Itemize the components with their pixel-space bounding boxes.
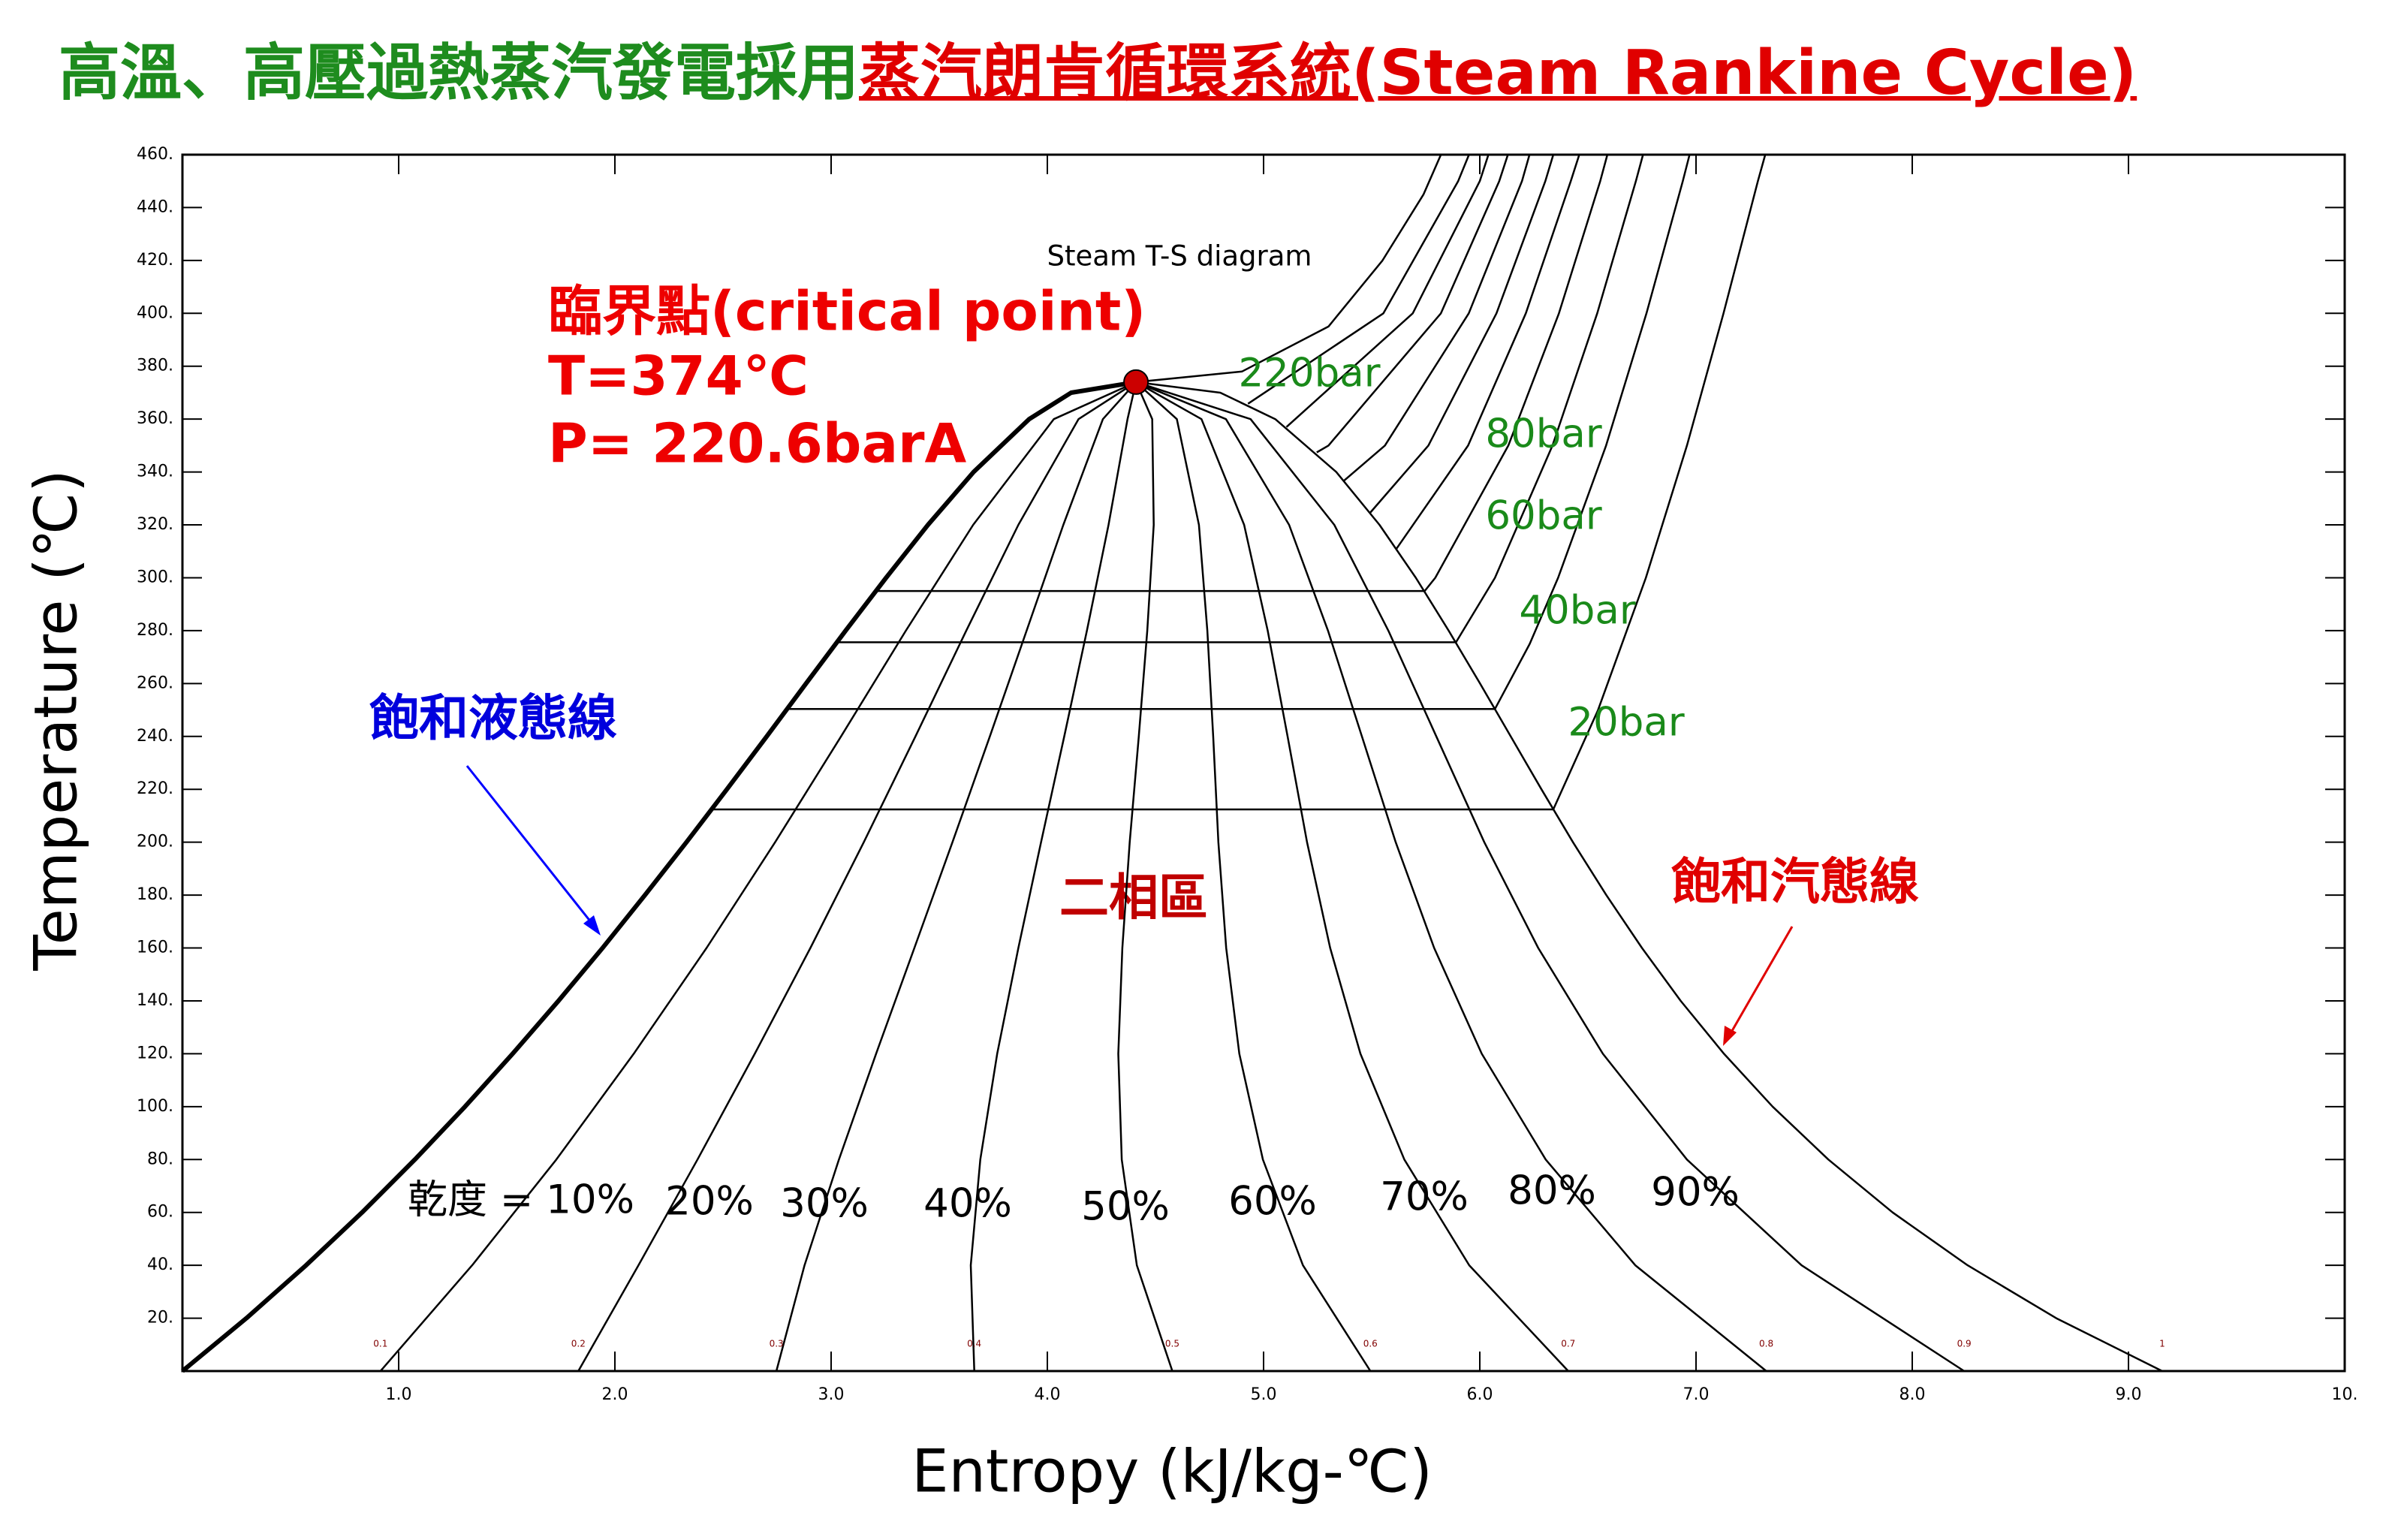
curve — [1135, 154, 1442, 384]
arrow-head — [1723, 1026, 1737, 1046]
curve — [836, 154, 1644, 643]
y-tick-label: 180. — [137, 885, 173, 904]
quality-scale-label: 0.2 — [571, 1339, 586, 1349]
quality-scale-label: 0.4 — [967, 1339, 981, 1349]
x-tick-label: 1.0 — [386, 1385, 412, 1404]
quality-label: 70% — [1380, 1174, 1469, 1220]
curve — [181, 379, 1137, 1373]
annotation: 飽和液態線 — [369, 689, 617, 747]
curve — [1135, 381, 1767, 1372]
curve — [1135, 381, 1569, 1372]
y-tick-label: 140. — [137, 991, 173, 1010]
quality-scale-label: 0.7 — [1561, 1339, 1575, 1349]
x-tick-label: 5.0 — [1251, 1385, 1277, 1404]
quality-scale-label: 0.3 — [770, 1339, 784, 1349]
y-tick-label: 360. — [137, 409, 173, 428]
y-tick-label: 20. — [147, 1309, 173, 1328]
y-tick-label: 380. — [137, 357, 173, 375]
x-tick-label: 8.0 — [1899, 1385, 1926, 1404]
y-tick-label: 280. — [137, 621, 173, 640]
y-tick-label: 420. — [137, 251, 173, 270]
critical-point-label: 臨界點(critical point) T=374℃ P= 220.6barA — [548, 280, 1146, 475]
quality-scale-label: 0.6 — [1363, 1339, 1378, 1349]
curve — [379, 381, 1137, 1372]
isobar-label: 40bar — [1519, 588, 1636, 634]
y-tick-label: 160. — [137, 939, 173, 957]
y-tick-label: 80. — [147, 1150, 173, 1168]
y-axis-label: Temperature (℃) — [23, 469, 90, 971]
quality-label: 80% — [1508, 1168, 1596, 1214]
annotation: T=374℃ — [548, 345, 809, 408]
x-tick-label: 2.0 — [602, 1385, 628, 1404]
curve — [1316, 154, 1509, 454]
y-tick-label: 400. — [137, 303, 173, 322]
curve — [787, 154, 1691, 710]
isobar-label: 220bar — [1238, 351, 1380, 396]
y-tick-label: 260. — [137, 674, 173, 692]
quality-scale-label: 0.1 — [373, 1339, 387, 1349]
y-tick-label: 120. — [137, 1044, 173, 1062]
quality-label: 30% — [780, 1181, 869, 1227]
annotation: P= 220.6barA — [548, 412, 967, 475]
isobar-label: 60bar — [1485, 493, 1602, 539]
x-tick-label: 3.0 — [818, 1385, 845, 1404]
annotation: 飽和汽態線 — [1671, 853, 1919, 911]
curve — [1247, 154, 1470, 405]
curve — [969, 381, 1137, 1372]
x-tick-label: 4.0 — [1035, 1385, 1061, 1404]
annotation: 二相區 — [1059, 869, 1208, 927]
quality-label: 40% — [923, 1181, 1012, 1227]
annotation: 臨界點(critical point) — [548, 280, 1146, 343]
curve — [1369, 154, 1555, 514]
quality-scale-label: 0.5 — [1165, 1339, 1179, 1349]
curve — [875, 154, 1609, 592]
curve — [1117, 381, 1173, 1372]
curve — [1285, 154, 1490, 428]
arrow-head — [583, 915, 601, 936]
quality-scale-label: 1 — [2159, 1339, 2165, 1349]
y-tick-label: 220. — [137, 779, 173, 798]
quality-label: 50% — [1081, 1184, 1170, 1230]
curve — [1135, 381, 1965, 1373]
arrow — [1725, 926, 1794, 1041]
x-tick-label: 9.0 — [2116, 1385, 2142, 1404]
title-part: 高溫、高壓過熱蒸汽發電採用 — [59, 38, 860, 109]
curve — [711, 154, 1767, 811]
curve — [1396, 154, 1580, 550]
x-tick-label: 6.0 — [1467, 1385, 1493, 1404]
quality-scale-label: 0.9 — [1957, 1339, 1972, 1349]
y-tick-label: 460. — [137, 145, 173, 164]
y-tick-label: 200. — [137, 833, 173, 851]
chart-title: Steam T-S diagram — [1047, 240, 1312, 273]
y-tick-label: 40. — [147, 1255, 173, 1274]
curve — [1343, 154, 1531, 482]
isobar-label: 80bar — [1485, 411, 1602, 457]
curve — [1135, 381, 1372, 1372]
y-tick-label: 60. — [147, 1203, 173, 1222]
quality-label: 60% — [1228, 1179, 1317, 1225]
curve — [1135, 381, 2163, 1373]
arrow — [465, 765, 598, 930]
quality-label: 90% — [1651, 1170, 1740, 1216]
curve — [577, 381, 1137, 1372]
page-title: 高溫、高壓過熱蒸汽發電採用蒸汽朗肯循環系統(Steam Rankine Cycl… — [59, 23, 2137, 112]
x-axis-label: Entropy (kJ/kg-℃) — [911, 1438, 1432, 1505]
quality-label: 20% — [665, 1179, 754, 1225]
y-tick-label: 440. — [137, 197, 173, 216]
quality-label: 乾度 = 10% — [408, 1177, 634, 1223]
critical-point — [1123, 369, 1149, 395]
y-tick-label: 240. — [137, 727, 173, 746]
quality-scale-label: 0.8 — [1759, 1339, 1773, 1349]
x-tick-label: 10. — [2332, 1385, 2358, 1404]
title-part: 蒸汽朗肯循環系統(Steam Rankine Cycle) — [859, 38, 2137, 109]
isobar-label: 20bar — [1568, 700, 1685, 746]
y-tick-label: 100. — [137, 1097, 173, 1116]
curve — [775, 381, 1137, 1372]
y-tick-label: 320. — [137, 515, 173, 534]
x-tick-label: 7.0 — [1683, 1385, 1710, 1404]
y-tick-label: 340. — [137, 463, 173, 481]
y-tick-label: 300. — [137, 568, 173, 586]
